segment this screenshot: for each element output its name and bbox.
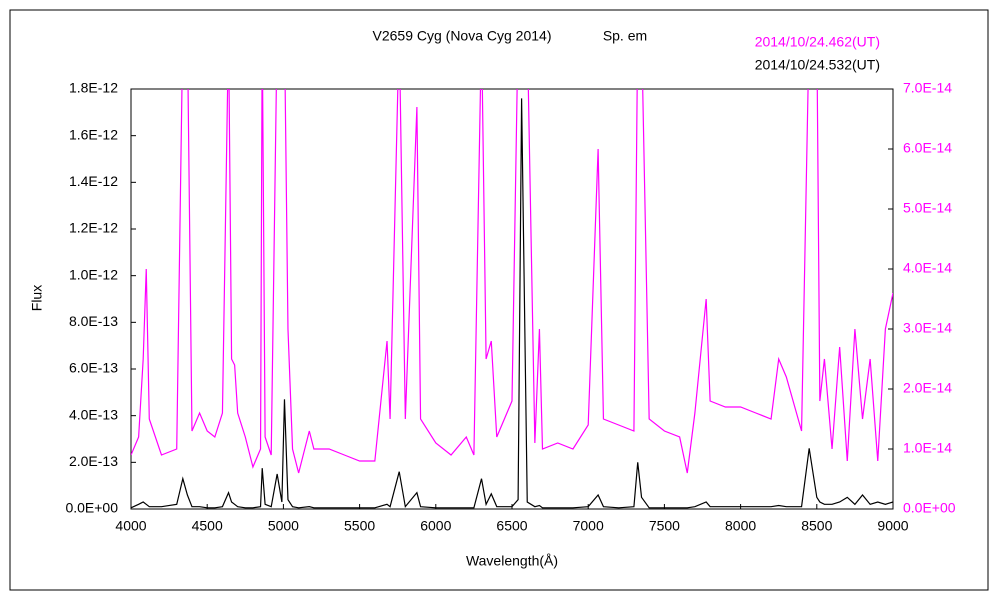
legend-entry: 2014/10/24.462(UT) — [755, 34, 880, 50]
y-tick-label: 4.0E-13 — [69, 406, 118, 422]
y-tick-label: 1.0E-12 — [69, 266, 118, 282]
x-tick-label: 7000 — [573, 518, 604, 534]
x-tick-label: 8500 — [801, 518, 832, 534]
chart-frame — [9, 9, 989, 591]
x-tick-label: 9000 — [877, 518, 908, 534]
y-tick-label: 1.8E-12 — [69, 80, 118, 96]
y2-tick-label: 5.0E-14 — [903, 200, 952, 216]
y2-tick-label: 7.0E-14 — [903, 80, 952, 96]
x-tick-label: 5500 — [344, 518, 375, 534]
y-tick-label: 8.0E-13 — [69, 313, 118, 329]
y2-tick-label: 1.0E-14 — [903, 440, 952, 456]
y-tick-label: 1.2E-12 — [69, 220, 118, 236]
x-axis-label: Wavelength(Å) — [466, 553, 558, 569]
y-tick-label: 1.6E-12 — [69, 126, 118, 142]
x-tick-label: 5000 — [268, 518, 299, 534]
y2-tick-label: 6.0E-14 — [903, 140, 952, 156]
chart-title: V2659 Cyg (Nova Cyg 2014) — [373, 28, 552, 44]
y-tick-label: 1.4E-12 — [69, 173, 118, 189]
x-tick-label: 7500 — [649, 518, 680, 534]
y-tick-label: 2.0E-13 — [69, 453, 118, 469]
x-tick-label: 8000 — [725, 518, 756, 534]
plot-lines — [131, 89, 893, 509]
x-tick-label: 6000 — [420, 518, 451, 534]
x-tick-label: 4500 — [192, 518, 223, 534]
y2-tick-label: 0.0E+00 — [903, 500, 956, 516]
series-line — [131, 98, 893, 509]
y2-tick-label: 3.0E-14 — [903, 320, 952, 336]
y2-tick-label: 2.0E-14 — [903, 380, 952, 396]
y2-tick-label: 4.0E-14 — [903, 260, 952, 276]
chart-subtitle: Sp. em — [603, 28, 647, 44]
x-tick-label: 6500 — [496, 518, 527, 534]
legend-entry: 2014/10/24.532(UT) — [755, 57, 880, 73]
y-axis-label: Flux — [29, 285, 45, 311]
x-tick-label: 4000 — [115, 518, 146, 534]
series-line — [131, 89, 893, 474]
y-tick-label: 6.0E-13 — [69, 360, 118, 376]
y-tick-label: 0.0E+00 — [65, 500, 118, 516]
